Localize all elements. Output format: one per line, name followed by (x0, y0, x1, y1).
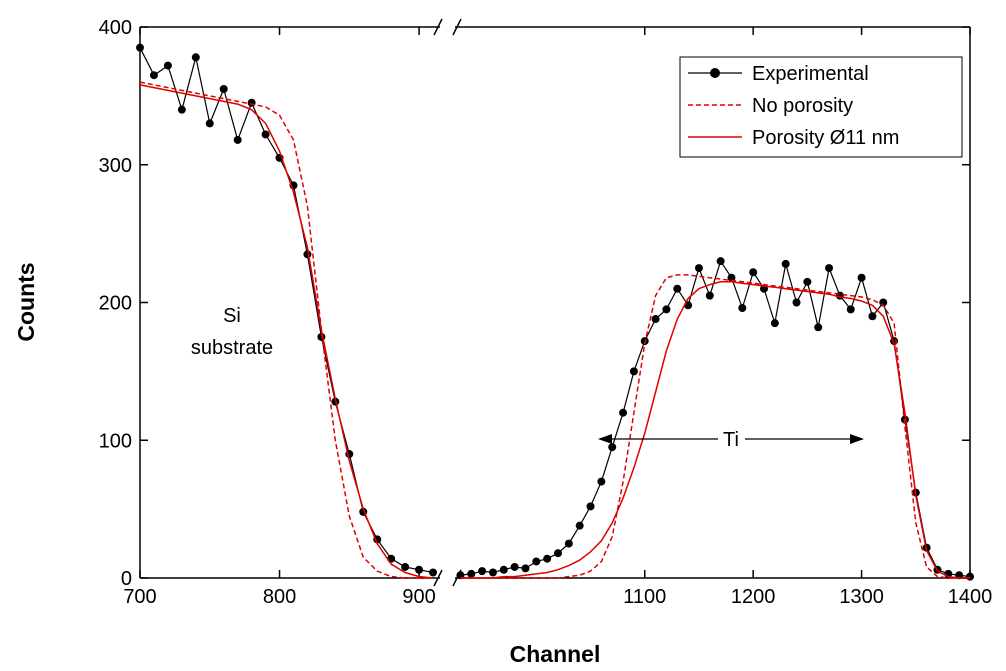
data-point (415, 565, 424, 574)
data-point (651, 315, 660, 324)
annotation: Si (223, 305, 241, 327)
data-point (478, 567, 487, 576)
data-point (543, 554, 552, 563)
data-point (619, 408, 628, 417)
data-point (510, 562, 519, 571)
data-point (803, 277, 812, 286)
legend-label: Experimental (752, 63, 869, 85)
annotation: substrate (191, 337, 273, 359)
legend-label: Porosity Ø11 nm (752, 127, 899, 149)
data-point (900, 415, 909, 424)
data-point (136, 43, 144, 52)
data-point (825, 264, 834, 273)
data-point (219, 84, 228, 93)
data-point (488, 568, 497, 577)
data-point (857, 273, 866, 282)
x-tick-label: 1200 (731, 586, 776, 608)
data-point (261, 130, 270, 139)
data-point (716, 257, 725, 266)
legend-label: No porosity (752, 95, 853, 117)
data-point (738, 304, 747, 313)
data-point (770, 319, 779, 328)
y-tick-label: 300 (99, 155, 132, 177)
y-tick-label: 0 (121, 568, 132, 590)
x-tick-label: 1100 (623, 586, 666, 608)
data-point (792, 298, 801, 307)
data-point (629, 367, 638, 376)
data-point (401, 562, 410, 571)
data-point (662, 305, 671, 314)
data-point (575, 521, 584, 530)
data-point (149, 71, 158, 80)
series-line (139, 84, 970, 579)
y-axis-label: Counts (13, 262, 39, 341)
data-point (705, 291, 714, 300)
data-point (499, 565, 508, 574)
annotation: Ti (723, 429, 739, 451)
data-point (191, 53, 200, 62)
data-point (429, 568, 438, 577)
x-tick-label: 700 (123, 586, 156, 608)
data-point (205, 119, 214, 128)
x-tick-label: 1300 (839, 586, 884, 608)
data-point (247, 98, 256, 107)
x-axis-label: Channel (510, 641, 601, 667)
data-point (749, 268, 758, 277)
data-point (177, 105, 186, 114)
data-point (554, 549, 562, 558)
data-point (564, 539, 573, 548)
data-point (597, 477, 606, 486)
x-tick-label: 1400 (948, 586, 993, 608)
y-tick-label: 400 (99, 17, 132, 39)
data-point (846, 305, 855, 314)
data-point (868, 312, 877, 321)
data-point (456, 571, 465, 580)
y-tick-label: 100 (99, 430, 132, 452)
x-tick-label: 900 (402, 586, 435, 608)
arrow-head (598, 434, 612, 444)
data-point (532, 557, 541, 566)
data-point (521, 564, 530, 573)
data-point (814, 323, 823, 332)
data-point (727, 273, 736, 282)
y-tick-label: 200 (99, 293, 132, 315)
series-line (139, 81, 970, 579)
data-point (233, 135, 242, 144)
data-point (966, 572, 974, 581)
data-point (608, 443, 617, 452)
axis-break (452, 18, 462, 36)
data-point (586, 502, 595, 511)
data-point (163, 61, 172, 70)
data-point (467, 569, 476, 578)
axis-break (433, 569, 443, 587)
legend-marker (710, 68, 720, 78)
x-tick-label: 800 (263, 586, 296, 608)
data-point (781, 259, 790, 268)
legend-box (679, 56, 963, 158)
data-point (694, 264, 703, 273)
arrow-head (850, 434, 864, 444)
axis-break (433, 18, 443, 36)
data-point (673, 284, 682, 293)
